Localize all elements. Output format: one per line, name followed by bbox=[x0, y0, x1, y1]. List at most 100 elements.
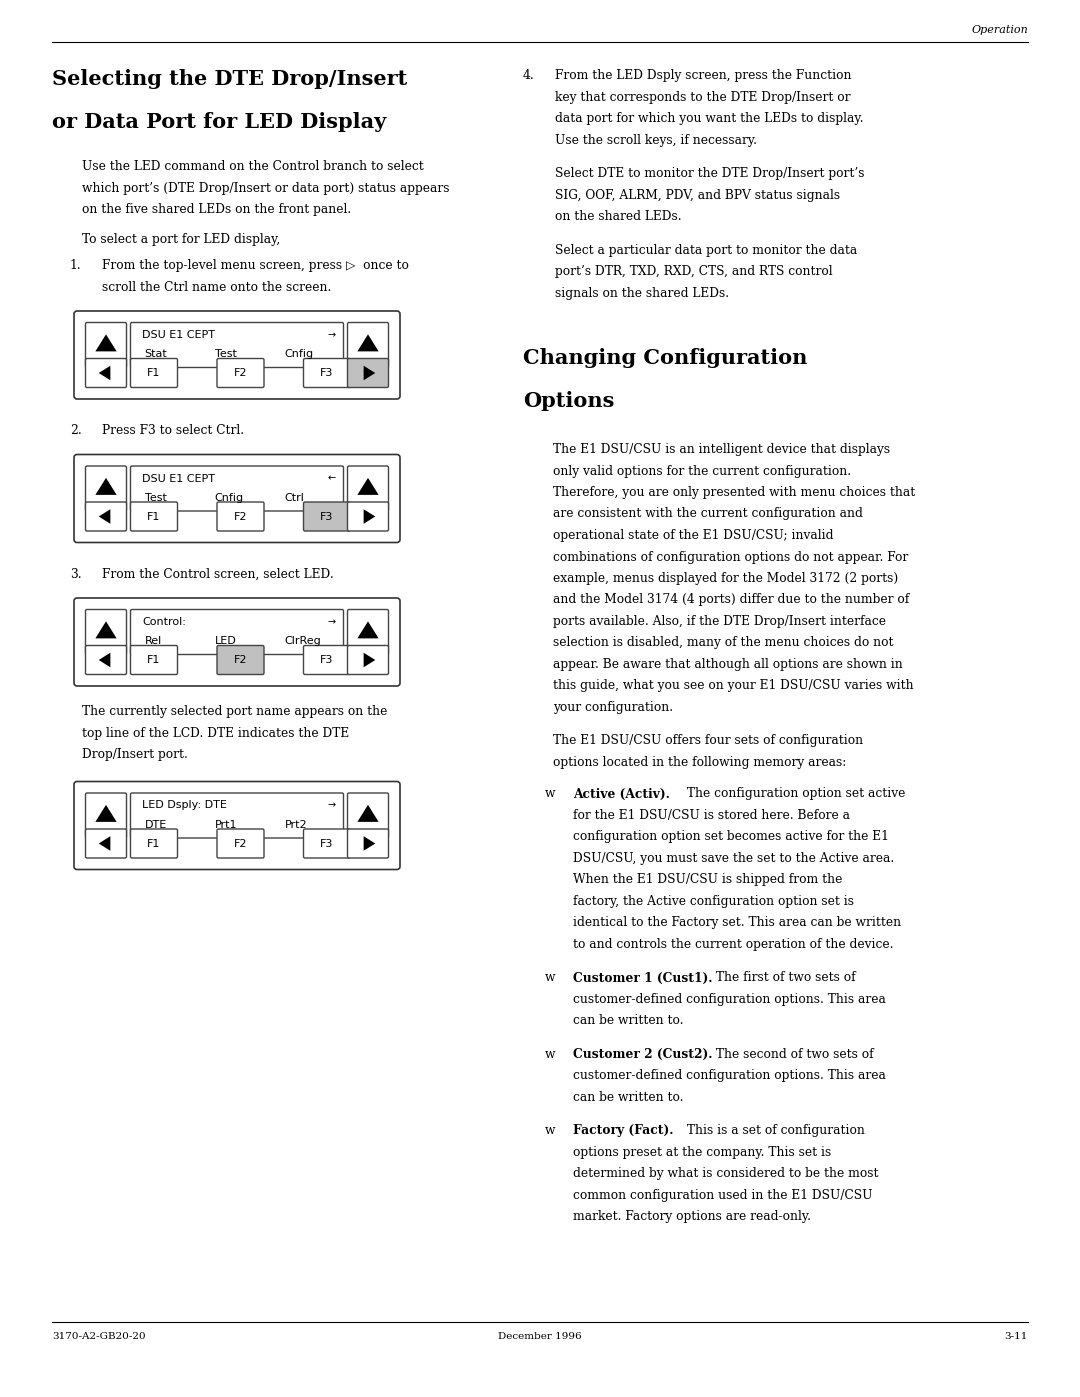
Text: F2: F2 bbox=[233, 367, 247, 379]
Text: this guide, what you see on your E1 DSU/CSU varies with: this guide, what you see on your E1 DSU/… bbox=[553, 679, 914, 693]
Text: which port’s (DTE Drop/Insert or data port) status appears: which port’s (DTE Drop/Insert or data po… bbox=[82, 182, 449, 194]
FancyBboxPatch shape bbox=[131, 609, 343, 655]
Polygon shape bbox=[98, 510, 110, 524]
Text: combinations of configuration options do not appear. For: combinations of configuration options do… bbox=[553, 550, 908, 563]
FancyBboxPatch shape bbox=[348, 828, 389, 858]
Text: LED: LED bbox=[215, 636, 237, 645]
Text: F2: F2 bbox=[233, 655, 247, 665]
Text: Ctrl: Ctrl bbox=[285, 493, 305, 503]
FancyBboxPatch shape bbox=[85, 467, 126, 511]
FancyBboxPatch shape bbox=[131, 645, 177, 675]
Text: on the shared LEDs.: on the shared LEDs. bbox=[555, 210, 681, 224]
Text: F1: F1 bbox=[147, 367, 161, 379]
Text: Stat: Stat bbox=[145, 349, 167, 359]
Text: signals on the shared LEDs.: signals on the shared LEDs. bbox=[555, 286, 729, 299]
Text: appear. Be aware that although all options are shown in: appear. Be aware that although all optio… bbox=[553, 658, 903, 671]
Text: To select a port for LED display,: To select a port for LED display, bbox=[82, 232, 280, 246]
Text: Press F3 to select Ctrl.: Press F3 to select Ctrl. bbox=[102, 425, 244, 437]
Text: DSU/CSU, you must save the set to the Active area.: DSU/CSU, you must save the set to the Ac… bbox=[573, 852, 894, 865]
Text: Select DTE to monitor the DTE Drop/Insert port’s: Select DTE to monitor the DTE Drop/Inser… bbox=[555, 168, 864, 180]
Text: or Data Port for LED Display: or Data Port for LED Display bbox=[52, 112, 387, 131]
Polygon shape bbox=[357, 622, 379, 638]
Text: Cnfig: Cnfig bbox=[215, 493, 244, 503]
Text: 2.: 2. bbox=[70, 425, 82, 437]
Text: only valid options for the current configuration.: only valid options for the current confi… bbox=[553, 464, 851, 478]
Text: The E1 DSU/CSU offers four sets of configuration: The E1 DSU/CSU offers four sets of confi… bbox=[553, 735, 863, 747]
Text: Test: Test bbox=[145, 493, 166, 503]
Text: 3-11: 3-11 bbox=[1004, 1331, 1028, 1341]
Text: to and controls the current operation of the device.: to and controls the current operation of… bbox=[573, 937, 893, 951]
Text: DSU E1 CEPT: DSU E1 CEPT bbox=[141, 474, 215, 483]
Text: F2: F2 bbox=[233, 511, 247, 521]
Text: w: w bbox=[545, 788, 555, 800]
Text: →: → bbox=[328, 330, 336, 339]
Text: Factory (Fact).: Factory (Fact). bbox=[573, 1125, 674, 1137]
Polygon shape bbox=[364, 510, 375, 524]
Polygon shape bbox=[98, 837, 110, 851]
Text: December 1996: December 1996 bbox=[498, 1331, 582, 1341]
Text: The configuration option set active: The configuration option set active bbox=[683, 788, 905, 800]
FancyBboxPatch shape bbox=[131, 828, 177, 858]
Text: can be written to.: can be written to. bbox=[573, 1091, 684, 1104]
FancyBboxPatch shape bbox=[348, 609, 389, 655]
Polygon shape bbox=[95, 334, 117, 352]
FancyBboxPatch shape bbox=[217, 359, 264, 387]
Polygon shape bbox=[364, 837, 375, 851]
Text: Rel: Rel bbox=[145, 636, 162, 645]
Text: Operation: Operation bbox=[971, 25, 1028, 35]
FancyBboxPatch shape bbox=[348, 645, 389, 675]
Polygon shape bbox=[357, 478, 379, 495]
FancyBboxPatch shape bbox=[75, 454, 400, 542]
Text: 1.: 1. bbox=[70, 258, 82, 272]
Text: Changing Configuration: Changing Configuration bbox=[523, 348, 808, 367]
Text: 3.: 3. bbox=[70, 567, 82, 581]
FancyBboxPatch shape bbox=[85, 828, 126, 858]
FancyBboxPatch shape bbox=[85, 645, 126, 675]
Text: F3: F3 bbox=[321, 655, 334, 665]
Text: factory, the Active configuration option set is: factory, the Active configuration option… bbox=[573, 895, 854, 908]
Text: →: → bbox=[328, 617, 336, 627]
FancyBboxPatch shape bbox=[131, 793, 343, 838]
Text: Customer 1 (Cust1).: Customer 1 (Cust1). bbox=[573, 971, 713, 985]
Text: common configuration used in the E1 DSU/CSU: common configuration used in the E1 DSU/… bbox=[573, 1189, 873, 1201]
Text: and the Model 3174 (4 ports) differ due to the number of: and the Model 3174 (4 ports) differ due … bbox=[553, 594, 909, 606]
Polygon shape bbox=[364, 652, 375, 668]
Text: The first of two sets of: The first of two sets of bbox=[713, 971, 856, 985]
Text: data port for which you want the LEDs to display.: data port for which you want the LEDs to… bbox=[555, 112, 864, 124]
Polygon shape bbox=[95, 805, 117, 821]
FancyBboxPatch shape bbox=[303, 645, 351, 675]
Text: Use the LED command on the Control branch to select: Use the LED command on the Control branc… bbox=[82, 161, 423, 173]
Text: DSU E1 CEPT: DSU E1 CEPT bbox=[141, 330, 215, 339]
FancyBboxPatch shape bbox=[75, 312, 400, 400]
FancyBboxPatch shape bbox=[85, 793, 126, 838]
Text: determined by what is considered to be the most: determined by what is considered to be t… bbox=[573, 1168, 878, 1180]
Text: SIG, OOF, ALRM, PDV, and BPV status signals: SIG, OOF, ALRM, PDV, and BPV status sign… bbox=[555, 189, 840, 201]
Text: w: w bbox=[545, 1125, 555, 1137]
Text: your configuration.: your configuration. bbox=[553, 701, 673, 714]
FancyBboxPatch shape bbox=[131, 467, 343, 511]
Text: identical to the Factory set. This area can be written: identical to the Factory set. This area … bbox=[573, 916, 901, 929]
FancyBboxPatch shape bbox=[131, 359, 177, 387]
Text: options located in the following memory areas:: options located in the following memory … bbox=[553, 756, 847, 768]
Text: Options: Options bbox=[523, 391, 615, 411]
Text: ←: ← bbox=[328, 474, 336, 483]
FancyBboxPatch shape bbox=[303, 359, 351, 387]
Text: Use the scroll keys, if necessary.: Use the scroll keys, if necessary. bbox=[555, 134, 757, 147]
Text: Test: Test bbox=[215, 349, 237, 359]
FancyBboxPatch shape bbox=[85, 359, 126, 387]
FancyBboxPatch shape bbox=[85, 609, 126, 655]
FancyBboxPatch shape bbox=[217, 645, 264, 675]
Text: The second of two sets of: The second of two sets of bbox=[713, 1048, 874, 1060]
Text: are consistent with the current configuration and: are consistent with the current configur… bbox=[553, 507, 863, 521]
Text: 3170-A2-GB20-20: 3170-A2-GB20-20 bbox=[52, 1331, 146, 1341]
Text: Customer 2 (Cust2).: Customer 2 (Cust2). bbox=[573, 1048, 713, 1060]
Text: key that corresponds to the DTE Drop/Insert or: key that corresponds to the DTE Drop/Ins… bbox=[555, 91, 851, 103]
FancyBboxPatch shape bbox=[75, 781, 400, 869]
Text: w: w bbox=[545, 971, 555, 985]
Text: can be written to.: can be written to. bbox=[573, 1014, 684, 1028]
FancyBboxPatch shape bbox=[303, 828, 351, 858]
Text: options preset at the company. This set is: options preset at the company. This set … bbox=[573, 1146, 832, 1160]
FancyBboxPatch shape bbox=[348, 359, 389, 387]
Polygon shape bbox=[357, 334, 379, 352]
Text: market. Factory options are read-only.: market. Factory options are read-only. bbox=[573, 1210, 811, 1224]
